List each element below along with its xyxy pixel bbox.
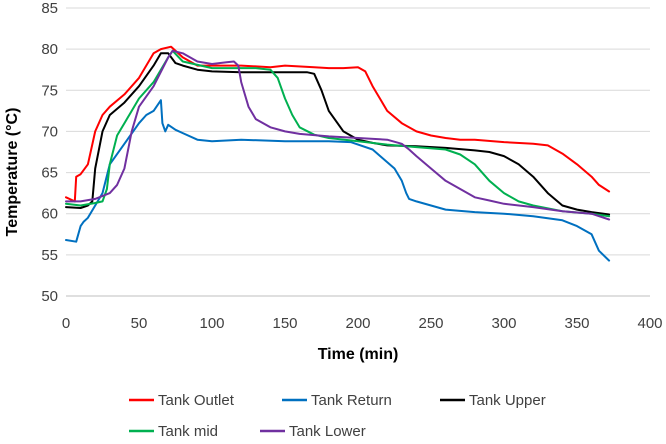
legend-label-tank-outlet: Tank Outlet: [158, 392, 235, 409]
x-tick-label: 200: [345, 315, 370, 332]
x-tick-label: 0: [62, 315, 70, 332]
gridlines: [66, 7, 650, 256]
legend-label-tank-return: Tank Return: [311, 392, 392, 409]
x-tick-label: 150: [272, 315, 297, 332]
y-axis-title: Temperature (°C): [4, 108, 21, 237]
x-tick-label: 100: [199, 315, 224, 332]
y-axis-tick-labels: 50 55 60 65 70 75 80 85: [41, 0, 58, 305]
x-tick-label: 250: [418, 315, 443, 332]
y-tick-label: 80: [41, 41, 58, 58]
series-line-tank-lower: [65, 49, 611, 221]
x-tick-label: 300: [491, 315, 516, 332]
y-tick-label: 75: [41, 82, 58, 99]
y-tick-label: 60: [41, 206, 58, 223]
legend-label-tank-upper: Tank Upper: [469, 392, 546, 409]
y-tick-label: 65: [41, 165, 58, 182]
x-axis-tick-labels: 0 50 100 150 200 250 300 350 400: [62, 315, 663, 332]
series-line-tank-return: [65, 99, 611, 262]
series-line-tank-upper: [65, 52, 611, 216]
series-line-tank-outlet: [65, 45, 611, 203]
y-tick-label: 50: [41, 288, 58, 305]
x-tick-label: 50: [131, 315, 148, 332]
series-lines: [65, 45, 611, 262]
y-tick-label: 85: [41, 0, 58, 17]
x-tick-label: 350: [564, 315, 589, 332]
series-line-tank-mid: [65, 49, 611, 218]
legend-label-tank-mid: Tank mid: [158, 423, 218, 440]
x-tick-label: 400: [637, 315, 662, 332]
legend: Tank Outlet Tank Return Tank Upper Tank mid…: [129, 392, 546, 440]
y-tick-label: 70: [41, 123, 58, 140]
x-axis-title: Time (min): [318, 346, 399, 363]
y-tick-label: 55: [41, 247, 58, 264]
legend-label-tank-lower: Tank Lower: [289, 423, 366, 440]
